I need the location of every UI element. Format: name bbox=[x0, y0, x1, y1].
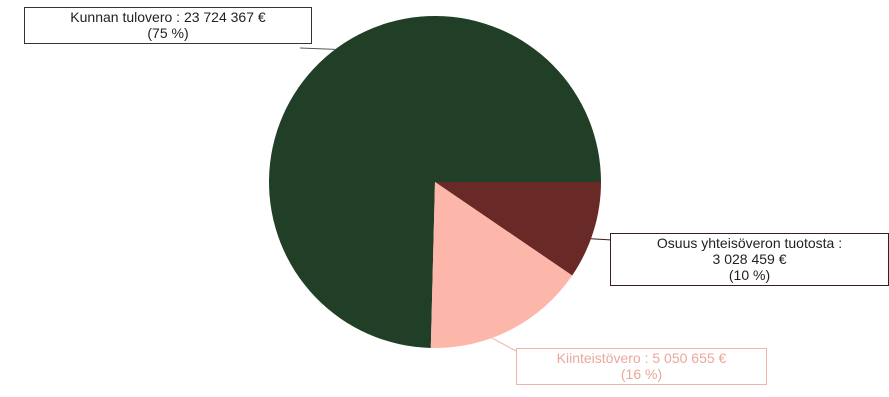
callout-osuus-yhteisoveron-pct: (10 %) bbox=[728, 267, 771, 283]
callout-kunnan-tulovero: Kunnan tulovero : 23 724 367 € (75 %) bbox=[24, 7, 312, 44]
callout-kunnan-tulovero-pct: (75 %) bbox=[147, 25, 189, 41]
callout-osuus-yhteisoveron-name: Osuus yhteisöveron tuotosta : bbox=[656, 235, 843, 251]
pie-slice-kiinteistovero bbox=[430, 182, 573, 349]
callout-osuus-yhteisoveron-value: 3 028 459 € bbox=[712, 251, 787, 267]
callout-kiinteistovero-pct: (16 %) bbox=[620, 366, 663, 382]
callout-kiinteistovero-name-value: Kiinteistövero : 5 050 655 € bbox=[556, 350, 727, 366]
pie-slice-osuus-yhteisoveron bbox=[435, 182, 601, 276]
pie-slice-kunnan-tulovero bbox=[268, 16, 601, 348]
leader-line-kiinteistovero bbox=[491, 337, 519, 353]
leader-line-kunnan-tulovero bbox=[299, 47, 336, 50]
callout-osuus-yhteisoveron: Osuus yhteisöveron tuotosta : 3 028 459 … bbox=[610, 233, 889, 286]
callout-kiinteistovero: Kiinteistövero : 5 050 655 € (16 %) bbox=[516, 348, 767, 385]
callout-kunnan-tulovero-name-value: Kunnan tulovero : 23 724 367 € bbox=[70, 9, 266, 25]
leader-line-osuus-yhteisoveron bbox=[590, 238, 613, 241]
